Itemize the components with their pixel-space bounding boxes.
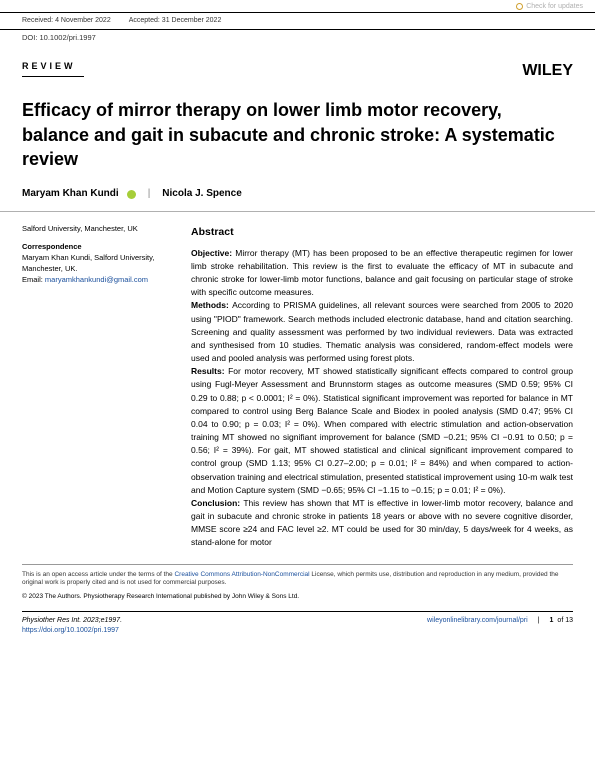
- journal-url-link[interactable]: wileyonlinelibrary.com/journal/pri: [427, 616, 528, 626]
- check-updates-label: Check for updates: [526, 2, 583, 12]
- footer-left: Physiother Res Int. 2023;e1997. https://…: [22, 616, 122, 636]
- results-text: For motor recovery, MT showed statistica…: [191, 366, 573, 495]
- copyright-line: © 2023 The Authors. Physiotherapy Resear…: [0, 590, 595, 605]
- objective-label: Objective:: [191, 248, 235, 258]
- results-label: Results:: [191, 366, 228, 376]
- authors-block: Maryam Khan Kundi | Nicola J. Spence: [0, 183, 595, 212]
- methods-text: According to PRISMA guidelines, all rele…: [191, 300, 573, 363]
- correspondence-email-link[interactable]: maryamkhankundi@gmail.com: [45, 275, 148, 284]
- conclusion-label: Conclusion:: [191, 498, 243, 508]
- orcid-icon[interactable]: [127, 190, 136, 199]
- correspondence-body: Maryam Khan Kundi, Salford University, M…: [22, 253, 154, 273]
- conclusion-text: This review has shown that MT is effecti…: [191, 498, 573, 548]
- page-of: of 13: [557, 616, 573, 626]
- page-number: 1: [550, 616, 554, 626]
- article-title: Efficacy of mirror therapy on lower limb…: [0, 82, 595, 183]
- methods-label: Methods:: [191, 300, 232, 310]
- publisher-logo: WILEY: [522, 60, 573, 82]
- author-separator: |: [148, 187, 151, 201]
- meta-bar: Received: 4 November 2022 Accepted: 31 D…: [0, 12, 595, 30]
- affiliation: Salford University, Manchester, UK: [22, 224, 177, 235]
- accepted-date: Accepted: 31 December 2022: [129, 16, 222, 26]
- correspondence-email-label: Email:: [22, 275, 45, 284]
- objective-text: Mirror therapy (MT) has been proposed to…: [191, 248, 573, 298]
- author-1: Maryam Khan Kundi: [22, 187, 119, 201]
- check-updates-badge[interactable]: Check for updates: [516, 2, 583, 12]
- doi: DOI: 10.1002/pri.1997: [0, 30, 595, 47]
- check-updates-icon: [516, 3, 523, 10]
- abstract-heading: Abstract: [191, 224, 573, 240]
- cc-license-link[interactable]: Creative Commons Attribution-NonCommerci…: [174, 571, 309, 578]
- license-block: This is an open access article under the…: [0, 565, 595, 591]
- license-prefix: This is an open access article under the…: [22, 571, 174, 578]
- footer-right: wileyonlinelibrary.com/journal/pri | 1 o…: [427, 616, 573, 636]
- article-type-label: REVIEW: [22, 60, 84, 77]
- author-2: Nicola J. Spence: [162, 187, 241, 201]
- doi-link[interactable]: https://doi.org/10.1002/pri.1997: [22, 627, 119, 634]
- correspondence-label: Correspondence: [22, 242, 82, 251]
- received-date: Received: 4 November 2022: [22, 16, 111, 26]
- citation-line: Physiother Res Int. 2023;e1997.: [22, 617, 122, 624]
